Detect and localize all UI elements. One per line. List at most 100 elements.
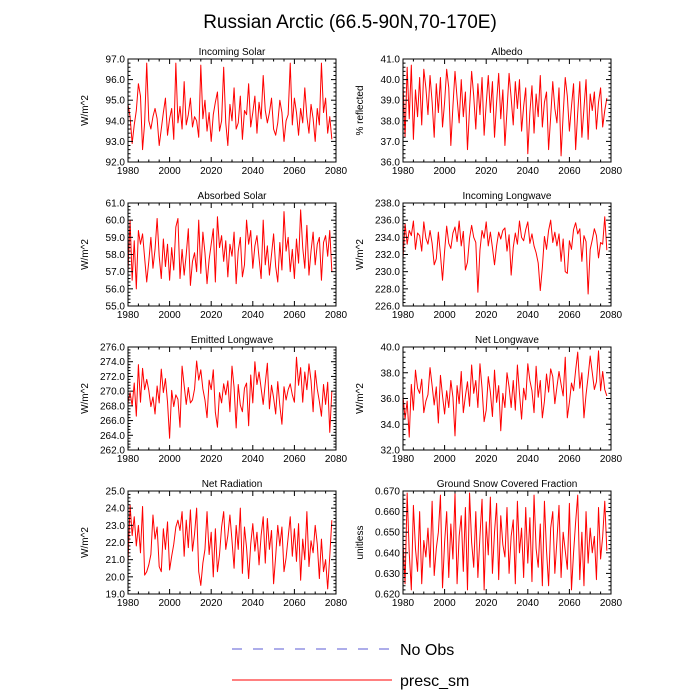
- x-tick-label: 2080: [325, 166, 348, 177]
- series-line-presc_sm: [402, 492, 608, 591]
- x-tick-label: 2000: [158, 310, 181, 321]
- panel-title: Net Longwave: [475, 335, 539, 346]
- y-tick-label: 94.0: [106, 116, 126, 127]
- y-axis-label: W/m^2: [80, 95, 91, 126]
- plot-frame: [127, 58, 337, 163]
- legend-model-label: presc_sm: [400, 673, 469, 690]
- y-tick-label: 25.0: [106, 487, 126, 498]
- series-line-presc_sm: [127, 356, 333, 439]
- plot-frame: [402, 202, 612, 307]
- x-tick-label: 2080: [600, 310, 623, 321]
- y-tick-label: 34.0: [381, 420, 401, 431]
- x-tick-label: 1980: [117, 310, 140, 321]
- x-tick-label: 2040: [242, 310, 265, 321]
- x-tick-label: 2040: [517, 598, 540, 609]
- plot-frame: [127, 346, 337, 451]
- y-tick-label: 23.0: [106, 521, 126, 532]
- y-tick-label: 60.0: [106, 216, 126, 227]
- panel-title: Absorbed Solar: [198, 191, 268, 202]
- x-tick-label: 2060: [558, 166, 581, 177]
- panel-8: Ground Snow Covered Fraction unitless 1980…: [355, 479, 623, 609]
- series-line-presc_sm: [127, 62, 333, 151]
- x-tick-label: 2020: [475, 598, 498, 609]
- y-tick-label: 58.0: [106, 250, 126, 261]
- x-tick-label: 2000: [433, 454, 456, 465]
- y-tick-label: 238.0: [375, 199, 400, 210]
- y-tick-label: 232.0: [375, 250, 400, 261]
- x-tick-label: 1980: [392, 598, 415, 609]
- x-tick-label: 1980: [392, 310, 415, 321]
- x-tick-label: 2060: [558, 598, 581, 609]
- y-axis-label: W/m^2: [355, 239, 366, 270]
- x-tick-label: 1980: [392, 166, 415, 177]
- x-tick-label: 2020: [475, 454, 498, 465]
- y-tick-label: 0.650: [375, 528, 400, 539]
- y-tick-label: 0.630: [375, 569, 400, 580]
- x-tick-label: 2000: [158, 454, 181, 465]
- plot-frame: [402, 58, 612, 163]
- y-tick-label: 93.0: [106, 137, 126, 148]
- panel-5: Emitted Longwave W/m^2 1980 2000 2020 2040 206…: [80, 335, 348, 465]
- panel-6: Net Longwave W/m^2 1980 2000 2020 2040 2060 208…: [355, 335, 623, 465]
- y-tick-label: 236.0: [375, 216, 400, 227]
- x-tick-label: 2020: [200, 598, 223, 609]
- x-tick-label: 1980: [392, 454, 415, 465]
- y-axis-label: W/m^2: [355, 383, 366, 414]
- y-tick-label: 57.0: [106, 267, 126, 278]
- x-tick-label: 2080: [600, 166, 623, 177]
- y-tick-label: 20.0: [106, 572, 126, 583]
- y-tick-label: 266.0: [100, 416, 125, 427]
- x-tick-label: 2060: [283, 166, 306, 177]
- y-tick-label: 32.0: [381, 446, 401, 457]
- y-tick-label: 39.0: [381, 96, 401, 107]
- plot-frame: [402, 490, 612, 595]
- x-tick-label: 1980: [117, 166, 140, 177]
- plot-frame: [402, 346, 612, 451]
- y-tick-label: 270.0: [100, 387, 125, 398]
- x-tick-label: 2020: [475, 310, 498, 321]
- legend: No Obs presc_sm: [232, 642, 469, 690]
- panel-4: Incoming Longwave W/m^2 1980 2000 2020 2040 20…: [355, 191, 623, 321]
- x-tick-label: 2000: [433, 598, 456, 609]
- x-tick-label: 2020: [200, 166, 223, 177]
- plot-frame: [127, 490, 337, 595]
- panel-title: Incoming Longwave: [463, 191, 552, 202]
- y-axis-label: unitless: [355, 526, 366, 560]
- y-tick-label: 97.0: [106, 55, 126, 66]
- x-tick-label: 2060: [283, 310, 306, 321]
- x-tick-label: 2040: [517, 310, 540, 321]
- x-tick-label: 2000: [433, 166, 456, 177]
- x-tick-label: 2080: [600, 598, 623, 609]
- y-tick-label: 276.0: [100, 343, 125, 354]
- y-tick-label: 228.0: [375, 284, 400, 295]
- plot-frame: [127, 202, 337, 307]
- y-tick-label: 24.0: [106, 504, 126, 515]
- y-tick-label: 0.670: [375, 487, 400, 498]
- x-tick-label: 2080: [325, 310, 348, 321]
- x-tick-label: 2040: [517, 166, 540, 177]
- y-tick-label: 59.0: [106, 233, 126, 244]
- y-tick-label: 95.0: [106, 96, 126, 107]
- y-tick-label: 38.0: [381, 368, 401, 379]
- panel-7: Net Radiation W/m^2 1980 2000 2020 2040 2060 20…: [80, 479, 348, 609]
- series-line-presc_sm: [127, 209, 333, 290]
- x-tick-label: 2020: [200, 310, 223, 321]
- series-line-presc_sm: [402, 216, 608, 295]
- x-tick-label: 2000: [158, 166, 181, 177]
- y-axis-label: W/m^2: [80, 239, 91, 270]
- legend-obs-label: No Obs: [400, 642, 454, 659]
- y-tick-label: 274.0: [100, 357, 125, 368]
- y-tick-label: 96.0: [106, 75, 126, 86]
- panels: Incoming Solar W/m^2 1980 2000 2020 2040 2060 2…: [80, 47, 623, 609]
- y-tick-label: 37.0: [381, 137, 401, 148]
- x-tick-label: 2040: [242, 166, 265, 177]
- series-line-presc_sm: [127, 504, 333, 590]
- y-axis-label: W/m^2: [80, 383, 91, 414]
- x-tick-label: 2080: [325, 598, 348, 609]
- panel-1: Incoming Solar W/m^2 1980 2000 2020 2040 2060 2…: [80, 47, 348, 177]
- y-tick-label: 0.620: [375, 590, 400, 601]
- x-tick-label: 2060: [558, 454, 581, 465]
- y-tick-label: 36.0: [381, 394, 401, 405]
- panel-title: Net Radiation: [202, 479, 263, 490]
- y-tick-label: 0.640: [375, 548, 400, 559]
